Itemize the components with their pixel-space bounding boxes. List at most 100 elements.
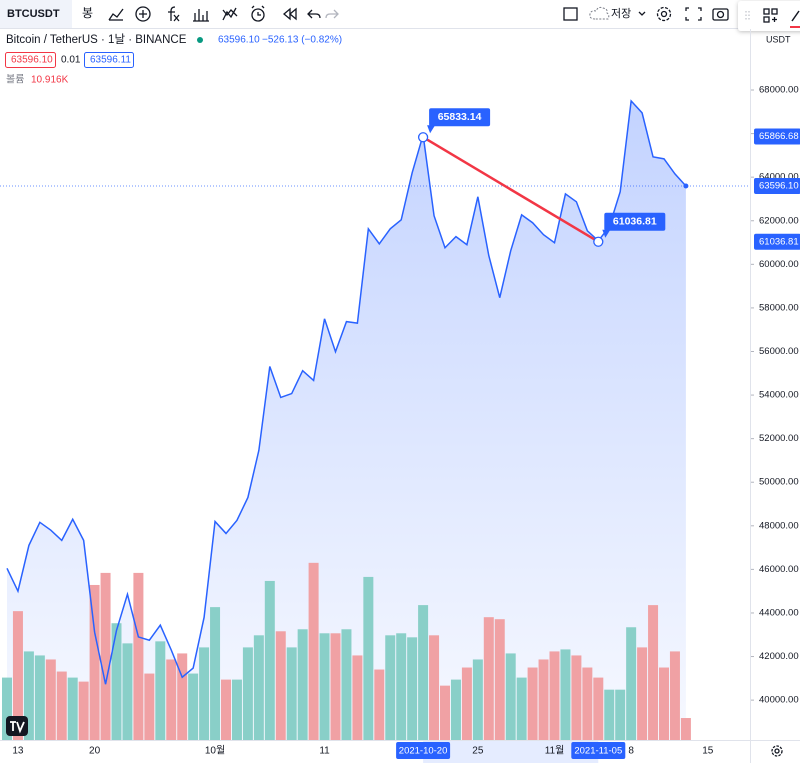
volume-bar	[407, 637, 418, 740]
volume-bar	[89, 584, 100, 740]
volume-bar	[111, 623, 122, 740]
volume-bar	[264, 580, 275, 740]
volume-bar	[516, 677, 527, 740]
bid-box[interactable]	[5, 52, 56, 68]
chart-type-icon[interactable]	[108, 8, 124, 21]
volume-bar	[188, 673, 199, 740]
volume-bar	[615, 689, 626, 740]
volume-bar	[626, 627, 637, 740]
y-tick-label: 56000.00	[759, 346, 799, 357]
y-tick-label: 62000.00	[759, 215, 799, 226]
volume-bar	[231, 679, 242, 740]
layout-icon[interactable]	[563, 7, 578, 21]
volume-bar	[494, 619, 505, 740]
indicators-icon[interactable]	[135, 6, 151, 22]
y-tick-label: 42000.00	[759, 651, 799, 662]
volume-bar	[571, 655, 582, 740]
volume-bar	[253, 635, 264, 740]
time-highlight-label: 2021-11-05	[574, 746, 622, 757]
trend-label: 61036.81	[613, 216, 657, 228]
x-tick-label: 20	[89, 746, 101, 757]
volume-bar	[680, 718, 691, 740]
y-tick-label: 58000.00	[759, 302, 799, 313]
ask: 63596.11	[90, 55, 131, 66]
volume-bar	[144, 673, 155, 740]
x-tick-label: 25	[472, 746, 484, 757]
trend-price: 61036.81	[759, 236, 799, 247]
volume-bar	[166, 659, 177, 740]
settings-icon[interactable]	[656, 6, 672, 22]
axis-settings-icon[interactable]	[771, 745, 783, 757]
volume-bar	[418, 605, 429, 740]
volume-bar	[461, 667, 472, 740]
y-tick-label: 46000.00	[759, 564, 799, 575]
cloud-icon[interactable]	[589, 6, 610, 20]
volume-bar	[582, 667, 593, 740]
redo-icon[interactable]	[325, 9, 339, 19]
volume-bar	[560, 649, 571, 740]
ask-box[interactable]	[84, 52, 134, 68]
fx-icon[interactable]	[168, 6, 180, 22]
symbol-box[interactable]	[0, 0, 72, 28]
alert-icon[interactable]	[251, 5, 265, 22]
screenshot-icon[interactable]	[712, 8, 729, 21]
bid[interactable]: 63596.10	[11, 55, 53, 66]
interval[interactable]: 봉	[82, 6, 93, 20]
volume-bar	[527, 667, 538, 740]
fullscreen-icon[interactable]	[685, 7, 702, 21]
x-tick-label: 11월	[545, 745, 565, 757]
volume-bar	[483, 617, 494, 740]
x-tick-label: 10월	[205, 745, 225, 757]
volume-bar	[429, 635, 440, 740]
volume-bar	[45, 659, 56, 740]
undo-icon[interactable]	[307, 9, 321, 19]
trend-point	[417, 132, 429, 143]
volume-bar	[275, 631, 286, 740]
y-tick-label: 64000.00	[759, 172, 799, 183]
volume-bar	[363, 576, 374, 740]
volume-bar	[122, 643, 133, 740]
spread: 0.01	[61, 55, 81, 66]
crosshair-price-box	[754, 128, 800, 145]
brush-icon[interactable]	[791, 10, 800, 22]
volume-bar	[155, 641, 166, 740]
trend-label-pointer	[427, 125, 436, 134]
volume-bar	[286, 647, 297, 740]
volume-bar	[34, 655, 45, 740]
trend-label-box	[429, 108, 491, 127]
y-tick-label: 50000.00	[759, 477, 799, 488]
save-menu-icon[interactable]	[638, 11, 646, 16]
y-unit: USDT	[766, 34, 791, 44]
drag-handle	[745, 11, 750, 21]
save-label[interactable]: 저장	[611, 7, 631, 20]
volume-bar	[440, 685, 450, 740]
volume-bar	[23, 651, 34, 740]
volume-bar	[659, 667, 669, 740]
volume-bar	[210, 607, 221, 740]
volume-bar	[593, 677, 604, 740]
price-line	[6, 99, 687, 685]
last-price-box	[754, 177, 800, 194]
last-price: 63596.10	[759, 180, 799, 191]
volume-bar	[56, 671, 67, 740]
crosshair-price: 65866.68	[759, 131, 799, 142]
volume-name: 볼륨	[6, 74, 24, 86]
volume-last: 10.916K	[31, 75, 69, 86]
symbol[interactable]: BTCUSDT	[7, 8, 60, 20]
panel-bg	[738, 1, 800, 31]
y-tick-label: 60000.00	[759, 259, 799, 270]
compare-icon[interactable]	[222, 7, 238, 21]
volume-bar	[669, 651, 680, 740]
logo[interactable]	[6, 716, 28, 736]
bars-icon[interactable]	[193, 9, 209, 22]
widget-panel	[738, 1, 800, 31]
objects-icon[interactable]	[763, 8, 778, 23]
volume-bar	[549, 651, 560, 740]
volume-bar	[385, 635, 396, 740]
legend-last: 63596.10	[218, 35, 260, 46]
replay-icon[interactable]	[282, 7, 297, 21]
plot-area	[2, 99, 691, 740]
trend-label-box	[604, 212, 666, 231]
price-area	[7, 100, 686, 740]
